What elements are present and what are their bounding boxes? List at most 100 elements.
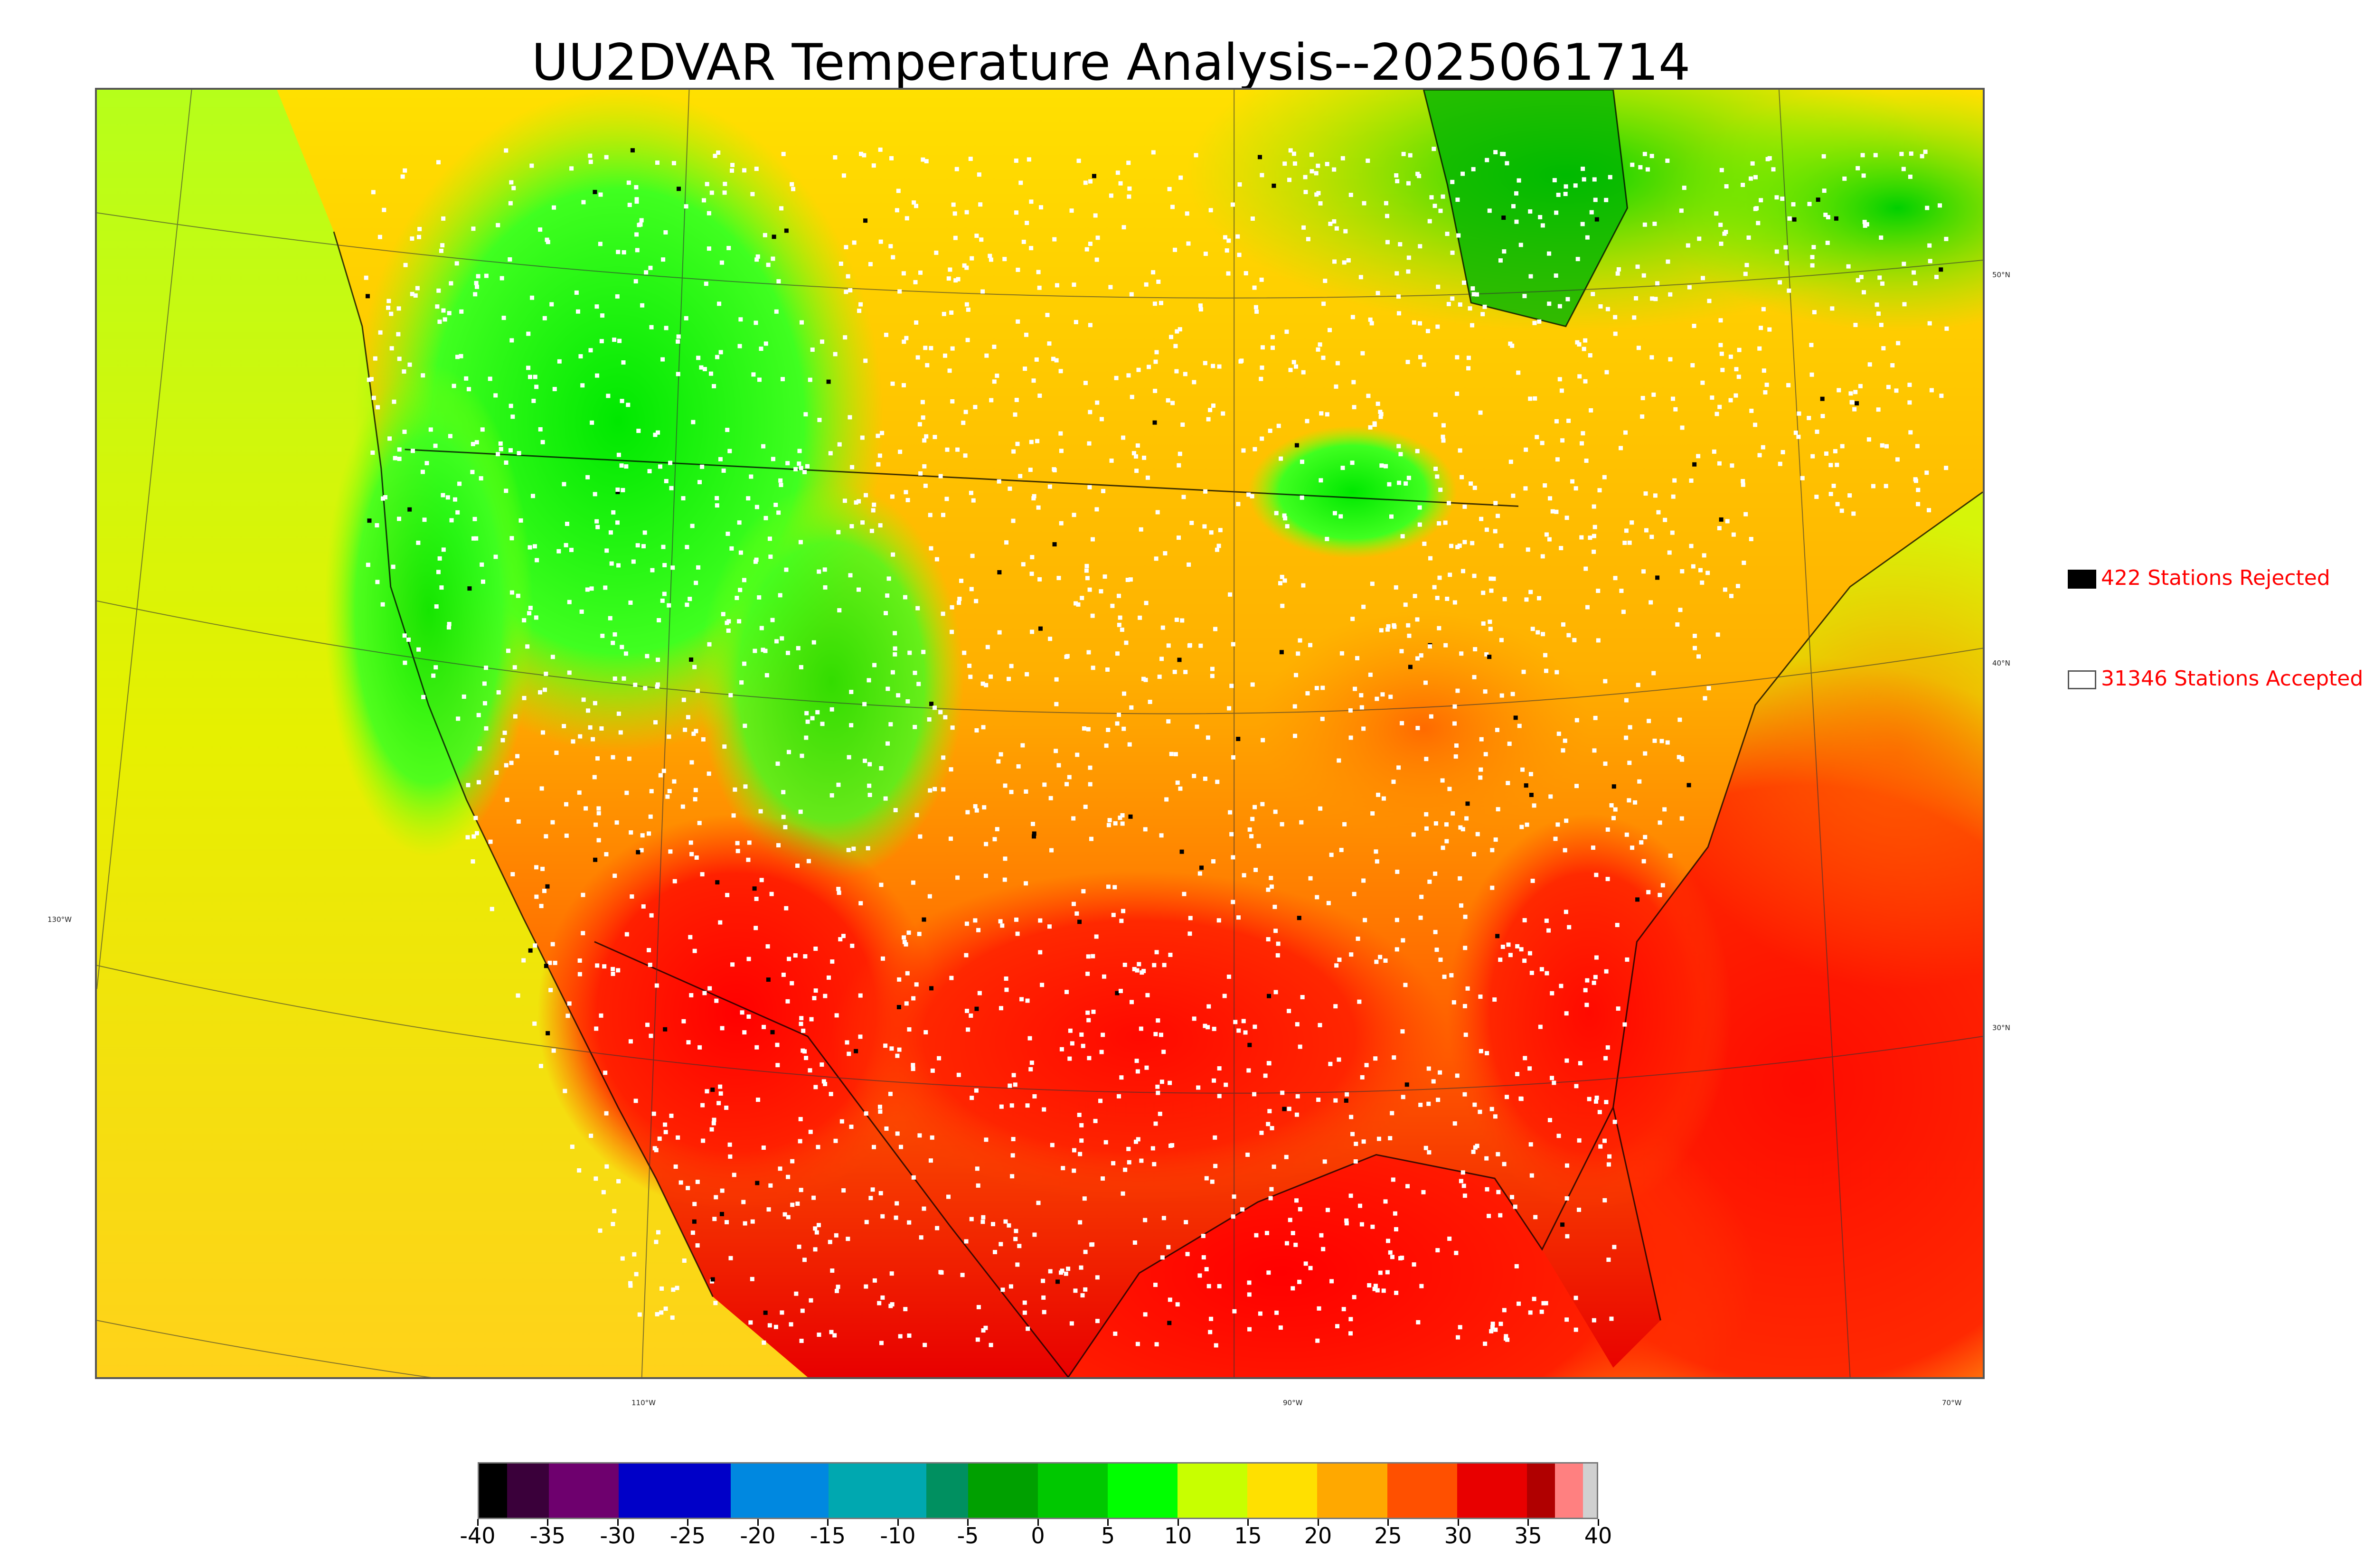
- rejected-station-marker: [784, 228, 789, 233]
- accepted-station-marker: [672, 879, 677, 883]
- accepted-station-marker: [436, 160, 441, 165]
- accepted-station-marker: [1445, 596, 1450, 601]
- accepted-station-marker: [950, 346, 955, 351]
- accepted-station-marker: [1337, 958, 1342, 962]
- accepted-station-marker: [1211, 364, 1215, 368]
- accepted-station-marker: [1208, 208, 1213, 213]
- temperature-map[interactable]: [95, 88, 1985, 1379]
- accepted-station-marker: [1833, 449, 1837, 453]
- accepted-station-marker: [965, 1008, 969, 1013]
- accepted-station-marker: [1178, 327, 1182, 332]
- accepted-station-marker: [1592, 1318, 1596, 1323]
- accepted-station-marker: [1565, 1234, 1570, 1239]
- accepted-station-marker: [858, 1034, 863, 1039]
- accepted-station-marker: [799, 1339, 804, 1343]
- accepted-station-marker: [1679, 208, 1684, 213]
- accepted-station-marker: [1731, 532, 1736, 537]
- accepted-station-marker: [658, 464, 663, 469]
- accepted-station-marker: [808, 377, 812, 382]
- accepted-station-marker: [1358, 275, 1363, 280]
- accepted-station-marker: [858, 901, 863, 906]
- accepted-station-marker: [484, 726, 489, 731]
- accepted-station-marker: [1051, 357, 1055, 361]
- accepted-station-marker: [585, 475, 590, 479]
- accepted-station-marker: [1375, 291, 1380, 295]
- accepted-station-marker: [624, 464, 629, 469]
- accepted-station-marker: [922, 464, 927, 469]
- accepted-station-marker: [1700, 580, 1705, 585]
- accepted-station-marker: [1552, 178, 1557, 183]
- accepted-station-marker: [1541, 632, 1545, 637]
- accepted-station-marker: [1082, 726, 1086, 731]
- accepted-station-marker: [1859, 275, 1864, 280]
- accepted-station-marker: [880, 431, 885, 435]
- accepted-station-marker: [1039, 205, 1043, 210]
- accepted-station-marker: [1624, 735, 1629, 740]
- accepted-station-marker: [970, 256, 974, 261]
- accepted-station-marker: [1348, 1317, 1353, 1322]
- rejected-station-marker: [545, 884, 550, 889]
- accepted-station-marker: [951, 202, 956, 207]
- accepted-station-marker: [1325, 536, 1329, 541]
- accepted-station-marker: [804, 711, 809, 715]
- accepted-station-marker: [1226, 271, 1231, 276]
- accepted-station-marker: [1141, 676, 1146, 681]
- accepted-station-marker: [802, 1258, 807, 1262]
- accepted-station-marker: [1261, 738, 1265, 742]
- accepted-station-marker: [1114, 376, 1119, 380]
- accepted-station-marker: [959, 579, 964, 583]
- accepted-station-marker: [1517, 178, 1521, 183]
- accepted-station-marker: [867, 783, 872, 788]
- accepted-station-marker: [1544, 1301, 1548, 1305]
- accepted-station-marker: [1002, 257, 1007, 262]
- accepted-station-marker: [1748, 176, 1753, 181]
- accepted-station-marker: [776, 510, 781, 515]
- accepted-station-marker: [630, 894, 634, 899]
- accepted-station-marker: [1126, 160, 1131, 165]
- accepted-station-marker: [455, 355, 460, 359]
- accepted-station-marker: [1588, 535, 1592, 540]
- accepted-station-marker: [848, 288, 853, 292]
- accepted-station-marker: [862, 702, 867, 706]
- accepted-station-marker: [715, 496, 719, 500]
- accepted-station-marker: [1564, 818, 1569, 823]
- accepted-station-marker: [1287, 1107, 1291, 1111]
- accepted-station-marker: [1240, 1207, 1245, 1212]
- accepted-station-marker: [627, 203, 632, 207]
- accepted-station-marker: [829, 1330, 834, 1334]
- station-markers: [364, 147, 1949, 1348]
- accepted-station-marker: [661, 769, 666, 773]
- accepted-station-marker: [445, 495, 450, 500]
- accepted-station-marker: [1227, 706, 1232, 711]
- accepted-station-marker: [697, 821, 702, 826]
- accepted-station-marker: [697, 480, 702, 485]
- accepted-station-marker: [601, 1190, 606, 1194]
- accepted-station-marker: [1360, 1075, 1365, 1080]
- accepted-station-marker: [1458, 876, 1462, 881]
- accepted-station-marker: [1668, 357, 1673, 362]
- accepted-station-marker: [838, 262, 843, 266]
- accepted-station-marker: [1607, 1154, 1612, 1159]
- accepted-station-marker: [1640, 395, 1645, 400]
- accepted-station-marker: [1194, 153, 1198, 158]
- accepted-station-marker: [1407, 633, 1412, 638]
- accepted-station-marker: [799, 466, 803, 470]
- accepted-station-marker: [1741, 479, 1745, 483]
- accepted-station-marker: [1064, 990, 1069, 995]
- accepted-station-marker: [665, 794, 670, 799]
- accepted-station-marker: [1442, 975, 1447, 979]
- accepted-station-marker: [1088, 782, 1093, 787]
- accepted-station-marker: [1653, 493, 1658, 498]
- accepted-station-marker: [1585, 978, 1590, 983]
- accepted-station-marker: [827, 975, 831, 980]
- accepted-station-marker: [1059, 1047, 1064, 1052]
- accepted-station-marker: [700, 1103, 705, 1108]
- accepted-station-marker: [1263, 1073, 1268, 1078]
- accepted-station-marker: [1295, 1022, 1300, 1027]
- accepted-station-marker: [518, 518, 523, 523]
- accepted-station-marker: [598, 1228, 603, 1233]
- accepted-station-marker: [542, 316, 547, 320]
- accepted-station-marker: [1346, 258, 1351, 263]
- accepted-station-marker: [691, 732, 696, 736]
- accepted-station-marker: [570, 1145, 575, 1149]
